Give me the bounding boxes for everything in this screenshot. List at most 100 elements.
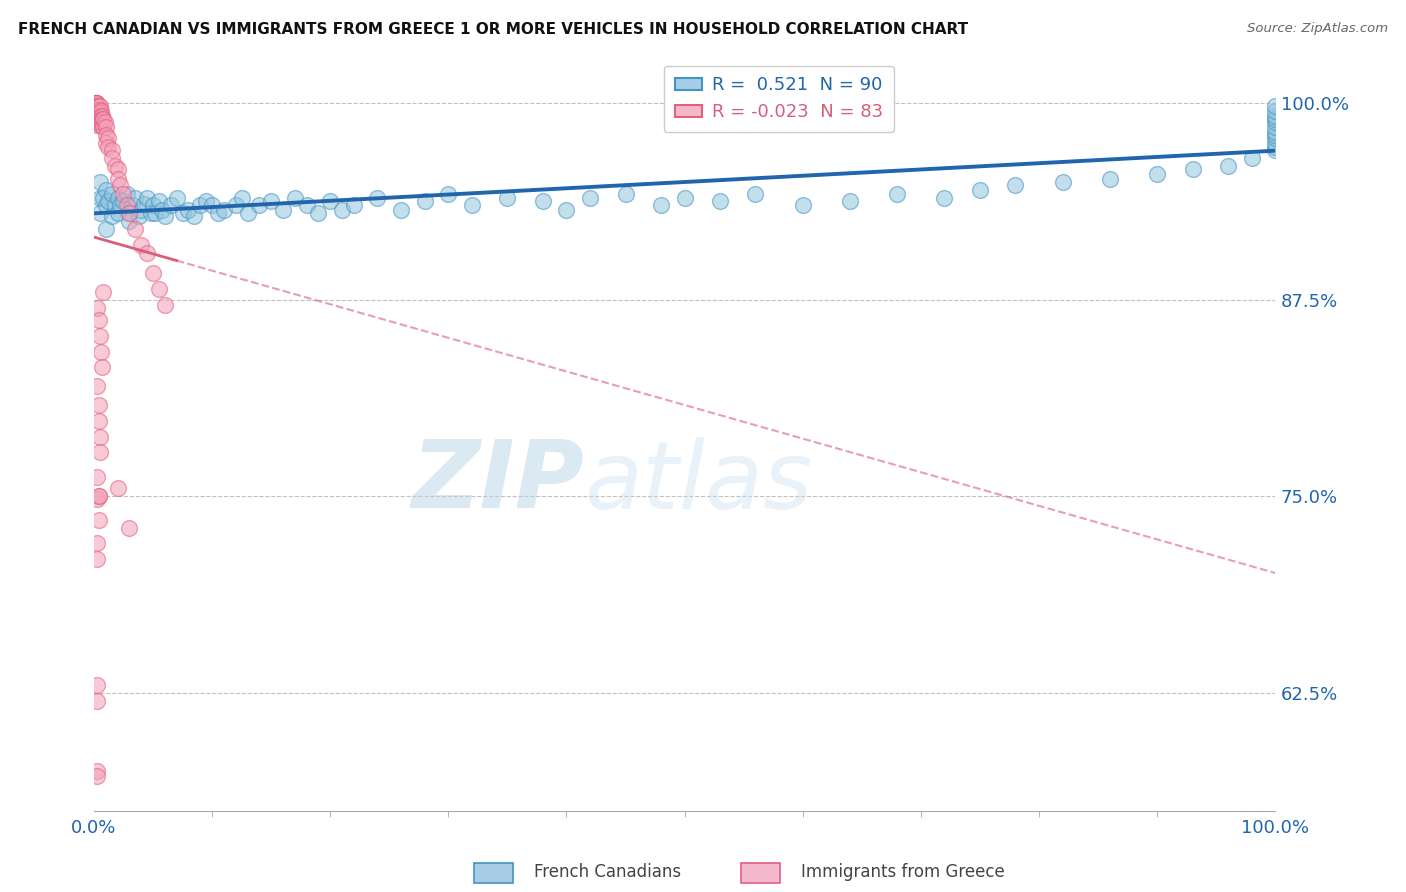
Point	[673, 191, 696, 205]
Point	[91, 360, 114, 375]
Point	[118, 521, 141, 535]
Point	[1264, 109, 1286, 123]
Point	[1052, 175, 1074, 189]
Point	[89, 206, 111, 220]
Point	[108, 178, 131, 192]
Point	[100, 210, 122, 224]
Point	[1264, 120, 1286, 134]
Point	[89, 99, 111, 113]
Point	[1264, 104, 1286, 119]
Point	[1264, 115, 1286, 129]
Point	[319, 194, 342, 208]
Point	[1264, 140, 1286, 154]
Point	[129, 237, 152, 252]
Point	[1240, 152, 1263, 166]
Point	[307, 206, 329, 220]
Point	[89, 329, 111, 343]
Point	[118, 206, 141, 220]
Point	[271, 203, 294, 218]
Point	[183, 210, 205, 224]
Point	[107, 206, 129, 220]
Point	[143, 206, 166, 220]
Point	[87, 112, 110, 126]
Point	[87, 115, 110, 129]
Point	[152, 203, 174, 218]
Point	[166, 191, 188, 205]
Point	[969, 183, 991, 197]
Point	[1264, 136, 1286, 150]
Point	[129, 203, 152, 218]
Point	[1264, 128, 1286, 142]
Point	[84, 99, 107, 113]
Point	[89, 445, 111, 459]
Point	[91, 115, 114, 129]
Text: Immigrants from Greece: Immigrants from Greece	[801, 863, 1005, 881]
Point	[1264, 131, 1286, 145]
Point	[89, 112, 111, 126]
Point	[86, 678, 108, 692]
Point	[153, 210, 176, 224]
Point	[886, 187, 908, 202]
Point	[89, 109, 111, 123]
Point	[555, 203, 578, 218]
Text: FRENCH CANADIAN VS IMMIGRANTS FROM GREECE 1 OR MORE VEHICLES IN HOUSEHOLD CORREL: FRENCH CANADIAN VS IMMIGRANTS FROM GREEC…	[18, 22, 969, 37]
Point	[107, 171, 129, 186]
Point	[107, 191, 129, 205]
Point	[201, 198, 224, 212]
Point	[86, 109, 108, 123]
Point	[108, 198, 131, 212]
Point	[112, 187, 135, 202]
Point	[148, 282, 170, 296]
Text: atlas: atlas	[583, 436, 813, 527]
Point	[115, 187, 138, 202]
Point	[93, 115, 115, 129]
Point	[496, 191, 519, 205]
Point	[107, 481, 129, 495]
Point	[86, 105, 108, 120]
Point	[86, 115, 108, 129]
Point	[139, 206, 162, 220]
Point	[124, 191, 146, 205]
Point	[84, 96, 107, 111]
Point	[177, 203, 200, 218]
Point	[104, 198, 127, 212]
Text: Source: ZipAtlas.com: Source: ZipAtlas.com	[1247, 22, 1388, 36]
Point	[87, 109, 110, 123]
Point	[93, 191, 115, 205]
Point	[89, 119, 111, 133]
Point	[93, 285, 115, 299]
Point	[89, 191, 111, 205]
Point	[94, 136, 117, 150]
Point	[437, 187, 460, 202]
Point	[330, 203, 353, 218]
Point	[89, 175, 111, 189]
Point	[231, 191, 253, 205]
Point	[343, 198, 366, 212]
Point	[87, 313, 110, 327]
Point	[87, 489, 110, 503]
Point	[94, 183, 117, 197]
Point	[260, 194, 283, 208]
Point	[94, 198, 117, 212]
Point	[87, 104, 110, 119]
Point	[236, 206, 259, 220]
Point	[87, 513, 110, 527]
Point	[91, 109, 114, 123]
Legend: R =  0.521  N = 90, R = -0.023  N = 83: R = 0.521 N = 90, R = -0.023 N = 83	[664, 66, 894, 132]
Point	[86, 764, 108, 779]
Point	[295, 198, 318, 212]
Point	[118, 214, 141, 228]
Point	[1146, 167, 1168, 181]
Point	[104, 159, 127, 173]
Point	[1264, 112, 1286, 126]
Point	[148, 194, 170, 208]
Point	[86, 103, 108, 117]
Point	[650, 198, 672, 212]
Text: French Canadians: French Canadians	[534, 863, 682, 881]
Point	[207, 206, 229, 220]
Point	[136, 245, 159, 260]
Point	[100, 187, 122, 202]
Point	[1181, 162, 1204, 177]
Text: ZIP: ZIP	[412, 436, 583, 528]
Point	[89, 105, 111, 120]
